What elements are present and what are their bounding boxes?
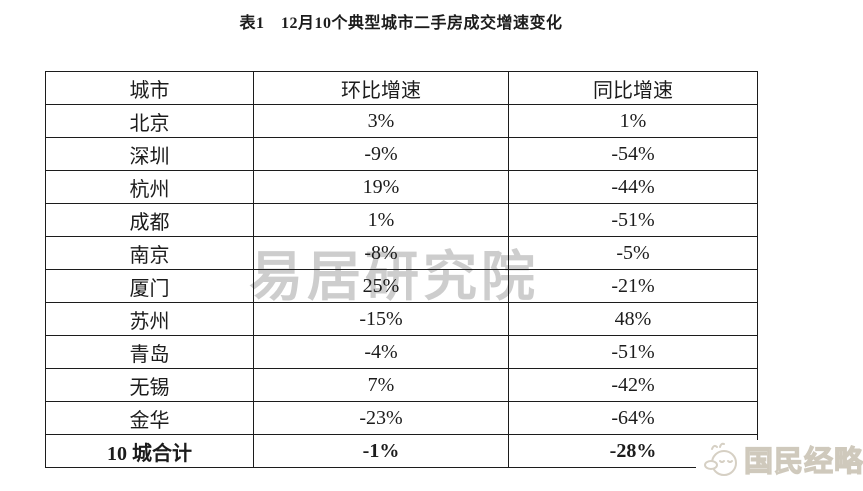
publisher-logo-text: 国民经略: [743, 445, 863, 478]
city-cell: 厦门: [45, 269, 254, 303]
header-yoy: 同比增速: [508, 71, 758, 105]
table-row: 苏州 -15% 48%: [45, 302, 758, 336]
yoy-cell: -44%: [508, 170, 758, 204]
yoy-cell: -21%: [508, 269, 758, 303]
yoy-cell: 48%: [508, 302, 758, 336]
mom-cell: -15%: [253, 302, 509, 336]
mom-cell: -23%: [253, 401, 509, 435]
yoy-cell: 1%: [508, 104, 758, 138]
table-row: 厦门 25% -21%: [45, 269, 758, 303]
table-row: 无锡 7% -42%: [45, 368, 758, 402]
table-row: 青岛 -4% -51%: [45, 335, 758, 369]
mom-cell: 7%: [253, 368, 509, 402]
mom-cell: -4%: [253, 335, 509, 369]
mom-cell: 3%: [253, 104, 509, 138]
yoy-cell: -51%: [508, 203, 758, 237]
header-mom: 环比增速: [253, 71, 509, 105]
city-cell: 无锡: [45, 368, 254, 402]
table-row: 杭州 19% -44%: [45, 170, 758, 204]
publisher-logo: 国民经略: [696, 440, 863, 484]
mom-cell: 19%: [253, 170, 509, 204]
mascot-bird-icon: [700, 439, 744, 486]
city-cell: 南京: [45, 236, 254, 270]
growth-table: 城市 环比增速 同比增速 北京 3% 1% 深圳 -9% -54% 杭州 19%…: [45, 71, 758, 468]
table-row: 金华 -23% -64%: [45, 401, 758, 435]
header-row: 城市 环比增速 同比增速: [45, 71, 758, 105]
table-row: 南京 -8% -5%: [45, 236, 758, 270]
table-row: 北京 3% 1%: [45, 104, 758, 138]
mom-cell: 1%: [253, 203, 509, 237]
mom-cell: 25%: [253, 269, 509, 303]
table-row: 深圳 -9% -54%: [45, 137, 758, 171]
table-title: 表1 12月10个典型城市二手房成交增速变化: [239, 15, 563, 32]
city-cell: 深圳: [45, 137, 254, 171]
yoy-cell: -51%: [508, 335, 758, 369]
total-row: 10 城合计 -1% -28%: [45, 434, 758, 468]
city-cell: 苏州: [45, 302, 254, 336]
city-cell: 成都: [45, 203, 254, 237]
yoy-cell: -64%: [508, 401, 758, 435]
city-cell: 北京: [45, 104, 254, 138]
city-cell: 青岛: [45, 335, 254, 369]
total-city-cell: 10 城合计: [45, 434, 254, 468]
yoy-cell: -54%: [508, 137, 758, 171]
header-city: 城市: [45, 71, 254, 105]
yoy-cell: -42%: [508, 368, 758, 402]
yoy-cell: -5%: [508, 236, 758, 270]
mom-cell: -8%: [253, 236, 509, 270]
total-mom-cell: -1%: [253, 434, 509, 468]
mom-cell: -9%: [253, 137, 509, 171]
city-cell: 杭州: [45, 170, 254, 204]
city-cell: 金华: [45, 401, 254, 435]
table-row: 成都 1% -51%: [45, 203, 758, 237]
